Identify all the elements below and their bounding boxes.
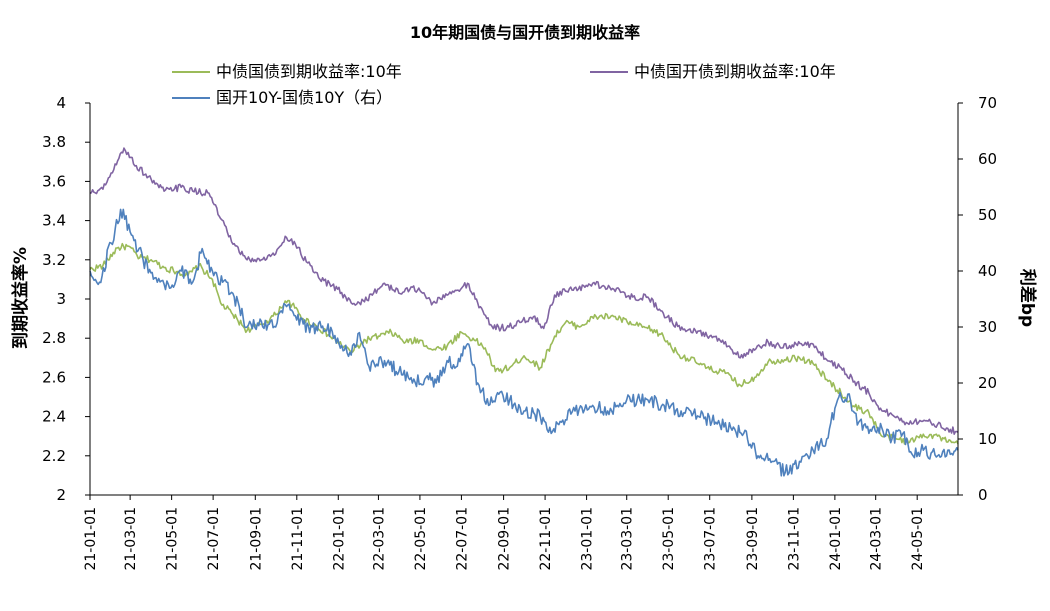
- y-left-tick-label: 2.8: [42, 329, 66, 347]
- y-axis-right-title: 利差bp: [1017, 269, 1038, 327]
- y-left-tick-label: 2.4: [42, 408, 66, 426]
- series-line-3: [89, 208, 959, 477]
- y-right-tick-label: 60: [978, 150, 997, 168]
- x-tick-label: 22-01-01: [331, 507, 347, 571]
- y-left-tick-label: 3.6: [42, 172, 66, 190]
- y-right-tick-label: 0: [978, 486, 988, 504]
- series-line-1: [89, 242, 959, 445]
- x-tick-label: 24-05-01: [910, 507, 926, 571]
- x-tick-label: 23-11-01: [786, 507, 802, 571]
- legend-label-2: 中债国开债到期收益率:10年: [634, 62, 836, 81]
- x-tick-label: 23-03-01: [620, 507, 636, 571]
- x-tick-label: 23-09-01: [745, 507, 761, 571]
- x-tick-label: 21-01-01: [83, 507, 99, 571]
- y-right-tick-label: 70: [978, 94, 997, 112]
- x-tick-label: 22-03-01: [371, 507, 387, 571]
- x-tick-label: 24-03-01: [869, 507, 885, 571]
- y-left-tick-label: 4: [56, 94, 66, 112]
- y-right-tick-label: 40: [978, 262, 997, 280]
- x-tick-label: 23-07-01: [703, 507, 719, 571]
- legend-label-3: 国开10Y-国债10Y（右）: [216, 88, 392, 107]
- x-tick-label: 22-05-01: [413, 507, 429, 571]
- y-right-tick-label: 30: [978, 318, 997, 336]
- y-right-tick-label: 50: [978, 206, 997, 224]
- x-tick-label: 22-07-01: [454, 507, 470, 571]
- x-tick-label: 21-09-01: [248, 507, 264, 571]
- y-right-tick-label: 10: [978, 430, 997, 448]
- x-tick-label: 21-07-01: [206, 507, 222, 571]
- legend: 中债国债到期收益率:10年 中债国开债到期收益率:10年国开10Y-国债10Y（右…: [172, 62, 836, 107]
- y-left-tick-label: 2.6: [42, 368, 66, 386]
- y-right-tick-label: 20: [978, 374, 997, 392]
- y-axis-left-title: 到期收益率%: [10, 247, 31, 349]
- x-tick-label: 23-01-01: [580, 507, 596, 571]
- x-tick-label: 22-09-01: [497, 507, 513, 571]
- x-tick-label: 24-01-01: [828, 507, 844, 571]
- x-tick-label: 23-05-01: [661, 507, 677, 571]
- x-tick-label: 21-05-01: [165, 507, 181, 571]
- y-left-tick-label: 3.4: [42, 212, 66, 230]
- x-tick-label: 22-11-01: [538, 507, 554, 571]
- y-left-tick-label: 2.2: [42, 447, 66, 465]
- plot-area: [89, 147, 959, 477]
- chart-title: 10年期国债与国开债到期收益率: [410, 23, 640, 42]
- y-left-tick-label: 2: [56, 486, 66, 504]
- axes: 22.22.42.62.833.23.43.63.840102030405060…: [42, 94, 997, 571]
- x-tick-label: 21-11-01: [290, 507, 306, 571]
- y-left-tick-label: 3.2: [42, 251, 66, 269]
- series-line-2: [89, 147, 959, 435]
- x-tick-label: 21-03-01: [123, 507, 139, 571]
- legend-label-1: 中债国债到期收益率:10年: [216, 62, 402, 81]
- y-left-tick-label: 3.8: [42, 133, 66, 151]
- y-left-tick-label: 3: [56, 290, 66, 308]
